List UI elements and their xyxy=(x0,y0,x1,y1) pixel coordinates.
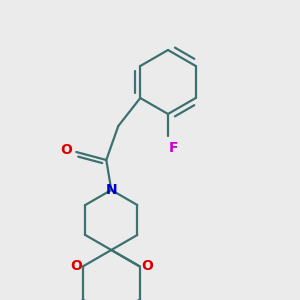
Text: F: F xyxy=(169,141,178,155)
Text: N: N xyxy=(106,183,117,197)
Text: O: O xyxy=(60,143,72,157)
Text: O: O xyxy=(141,260,153,274)
Text: O: O xyxy=(70,260,82,274)
